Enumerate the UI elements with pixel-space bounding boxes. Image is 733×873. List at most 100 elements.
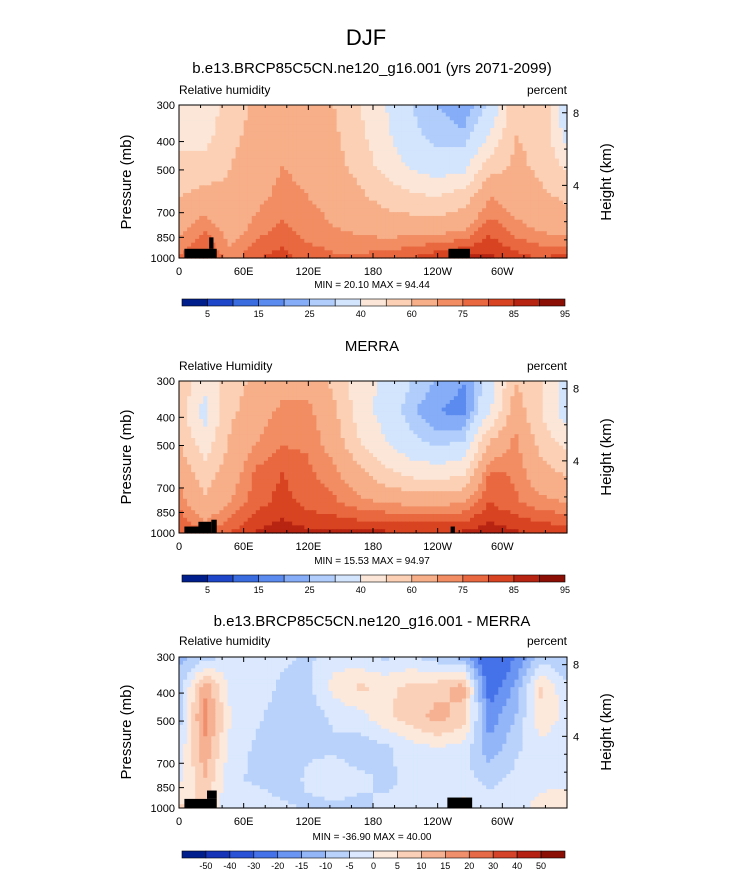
heatmap-cell <box>312 112 318 118</box>
heatmap-cell <box>417 143 423 148</box>
heatmap-cell <box>445 254 451 259</box>
heatmap-cell <box>510 208 516 213</box>
heatmap-cell <box>421 250 427 255</box>
heatmap-cell <box>183 120 188 125</box>
heatmap-cell <box>518 150 524 156</box>
heatmap-cell <box>389 381 394 386</box>
heatmap-cell <box>360 403 366 409</box>
heatmap-cell <box>259 166 265 171</box>
heatmap-cell <box>530 403 536 409</box>
heatmap-cell <box>364 223 370 228</box>
heatmap-cell <box>530 135 536 141</box>
heatmap-cell <box>522 396 528 401</box>
heatmap-cell <box>360 158 366 163</box>
heatmap-cell <box>510 131 516 137</box>
heatmap-cell <box>271 400 277 405</box>
heatmap-cell <box>187 227 192 232</box>
heatmap-cell <box>203 381 208 386</box>
heatmap-cell <box>219 139 225 144</box>
heatmap-cell <box>267 227 273 232</box>
heatmap-cell <box>292 250 297 255</box>
heatmap-cell <box>437 192 443 198</box>
heatmap-cell <box>530 223 536 228</box>
heatmap-cell <box>199 181 204 186</box>
heatmap-cell <box>441 223 447 228</box>
heatmap-cell <box>348 127 354 133</box>
heatmap-cell <box>324 147 330 152</box>
heatmap-cell <box>344 246 350 251</box>
heatmap-cell <box>437 105 443 110</box>
heatmap-cell <box>498 170 503 175</box>
heatmap-cell <box>518 181 524 186</box>
heatmap-cell <box>320 212 326 217</box>
heatmap-cell <box>550 196 556 202</box>
heatmap-cell <box>445 215 451 221</box>
heatmap-cell <box>510 181 516 186</box>
heatmap-cell <box>292 150 297 156</box>
heatmap-cell <box>425 227 431 232</box>
heatmap-cell <box>445 124 451 129</box>
heatmap-cell <box>219 223 225 228</box>
heatmap-cell <box>425 105 431 110</box>
heatmap-cell <box>457 150 463 156</box>
heatmap-cell <box>441 127 447 133</box>
heatmap-cell <box>441 246 447 251</box>
heatmap-cell <box>377 411 382 416</box>
heatmap-cell <box>195 215 200 221</box>
heatmap-cell <box>514 411 520 416</box>
heatmap-cell <box>482 158 487 163</box>
heatmap-cell <box>538 185 544 190</box>
heatmap-cell <box>518 124 524 129</box>
heatmap-cell <box>267 396 273 401</box>
heatmap-cell <box>292 162 297 167</box>
heatmap-cell <box>518 415 524 420</box>
heatmap-cell <box>413 135 419 141</box>
heatmap-cell <box>470 158 475 163</box>
heatmap-cell <box>518 112 524 118</box>
heatmap-cell <box>518 131 524 137</box>
heatmap-cell <box>231 407 237 412</box>
heatmap-cell <box>441 235 447 240</box>
heatmap-cell <box>534 127 540 133</box>
heatmap-cell <box>316 131 322 137</box>
heatmap-cell <box>429 384 435 390</box>
heatmap-cell <box>296 208 301 213</box>
heatmap-cell <box>482 196 487 202</box>
heatmap-cell <box>364 124 370 129</box>
heatmap-cell <box>546 192 552 198</box>
heatmap-cell <box>486 407 491 412</box>
heatmap-cell <box>498 127 503 133</box>
heatmap-cell <box>554 120 560 125</box>
heatmap-cell <box>510 403 516 409</box>
heatmap-cell <box>203 212 208 217</box>
heatmap-cell <box>344 400 350 405</box>
heatmap-cell <box>409 223 415 228</box>
heatmap-cell <box>187 411 192 416</box>
heatmap-cell <box>276 407 281 412</box>
heatmap-cell <box>243 200 249 206</box>
heatmap-cell <box>316 235 322 240</box>
heatmap-cell <box>530 200 536 206</box>
heatmap-cell <box>453 219 459 225</box>
heatmap-cell <box>223 139 229 144</box>
heatmap-cell <box>490 154 495 160</box>
heatmap-cell <box>373 419 378 424</box>
heatmap-cell <box>251 231 257 236</box>
heatmap-cell <box>538 392 544 397</box>
heatmap-cell <box>429 204 435 209</box>
heatmap-cell <box>538 381 544 386</box>
heatmap-cell <box>271 173 277 179</box>
heatmap-cell <box>207 235 212 240</box>
heatmap-cell <box>433 105 439 110</box>
heatmap-cell <box>373 381 378 386</box>
heatmap-cell <box>457 135 463 141</box>
heatmap-cell <box>486 112 491 118</box>
heatmap-cell <box>453 223 459 228</box>
heatmap-cell <box>510 200 516 206</box>
heatmap-cell <box>425 254 431 259</box>
heatmap-cell <box>381 235 386 240</box>
heatmap-cell <box>510 170 516 175</box>
heatmap-cell <box>308 177 313 183</box>
heatmap-cell <box>465 185 471 190</box>
